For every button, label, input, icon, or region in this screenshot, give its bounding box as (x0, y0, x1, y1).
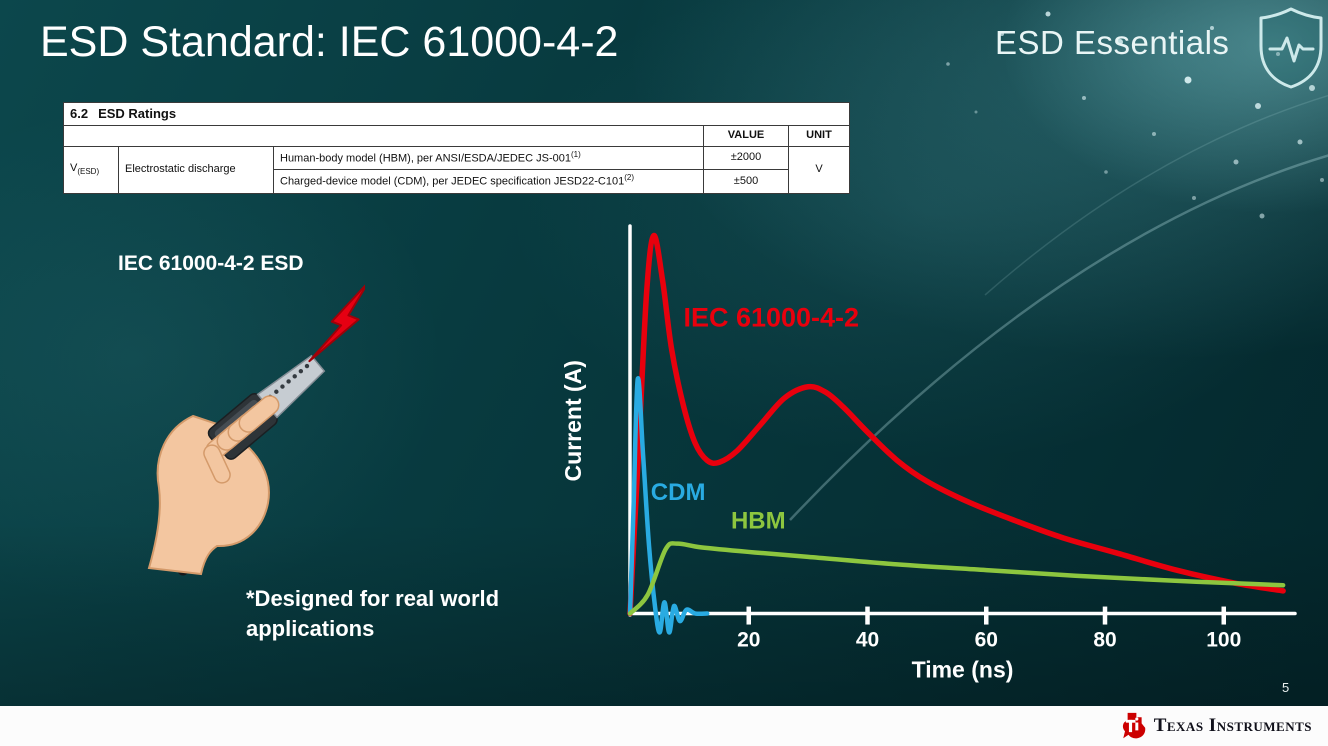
series-curve-iec-61000-4-2 (627, 232, 1286, 617)
series-label: IEC 61000-4-2 (683, 302, 859, 332)
cdm-description-cell: Charged-device model (CDM), per JEDEC sp… (273, 169, 704, 194)
cdm-description: Charged-device model (CDM), per JEDEC sp… (280, 176, 625, 189)
esd-chart: 20 40 60 80 100 Time (ns) Current (A) IEC 61000… (560, 224, 1297, 683)
heartbeat-pulse-icon (1268, 36, 1315, 63)
table-row: V(ESD) Electrostatic discharge Human-bod… (63, 145, 851, 194)
table-row: Charged-device model (CDM), per JEDEC sp… (64, 169, 850, 194)
param-symbol-sub: (ESD) (77, 167, 100, 177)
star-dots (946, 11, 1324, 219)
table-header-row: VALUE UNIT (63, 125, 851, 147)
series-curve-cdm (627, 376, 710, 635)
unit-header-cell: UNIT (787, 125, 851, 147)
cdm-value-cell: ±500 (703, 169, 789, 194)
illustration-caption: IEC 61000-4-2 ESD (118, 252, 304, 275)
fingers (203, 395, 280, 484)
hbm-footnote: (1) (571, 150, 581, 159)
table-section-number: 6.2 (70, 106, 89, 121)
param-name-cell: Electrostatic discharge (118, 146, 274, 194)
light-streak (789, 154, 1328, 521)
unit-cell: V (787, 146, 851, 194)
lightning-bolt-icon (308, 281, 365, 363)
hand (147, 414, 270, 576)
x-tick-label: 40 (856, 629, 879, 652)
table-caption-row: 6.2 ESD Ratings (62, 101, 851, 127)
page-number: 5 (1282, 680, 1290, 695)
esd-ratings-table: 6.2 ESD Ratings VALUE UNIT V(ESD) Electro… (62, 101, 851, 194)
ti-logo-text: Texas Instruments (1153, 715, 1312, 736)
param-symbol-cell: V(ESD) (63, 146, 119, 194)
table-caption: 6.2 ESD Ratings (62, 101, 851, 127)
shield-pulse-icon (1259, 7, 1323, 89)
x-tick-label: 100 (1206, 629, 1241, 652)
thumb (203, 444, 231, 484)
series-brand: ESD Essentials (995, 24, 1230, 61)
esd-strike-illustration (147, 281, 365, 576)
slide-title: ESD Standard: IEC 61000-4-2 (40, 18, 619, 66)
x-tick-label: 80 (1093, 629, 1116, 652)
param-symbol: V (70, 162, 78, 175)
ti-logo: Texas Instruments (1118, 712, 1312, 740)
series-curve-hbm (627, 541, 1286, 616)
series-label: HBM (731, 507, 786, 534)
x-tick-label: 60 (975, 629, 998, 652)
hbm-description: Human-body model (HBM), per ANSI/ESDA/JE… (280, 152, 571, 165)
cdm-footnote: (2) (624, 173, 634, 183)
ti-logo-icon (1122, 712, 1145, 739)
series-label: CDM (651, 479, 706, 506)
design-note: *Designed for real world applications (246, 586, 500, 641)
light-streak (984, 94, 1328, 296)
y-axis-label: Current (A) (560, 360, 586, 481)
table-section-title: ESD Ratings (98, 106, 177, 121)
x-tick-label: 20 (737, 629, 760, 652)
x-axis-label: Time (ns) (912, 657, 1014, 683)
hbm-value-cell: ±2000 (703, 145, 789, 171)
footer-bar: Texas Instruments (0, 706, 1328, 746)
hbm-description-cell: Human-body model (HBM), per ANSI/ESDA/JE… (273, 145, 704, 171)
value-header-cell: VALUE (703, 125, 789, 147)
blank-header-cell (63, 125, 704, 147)
